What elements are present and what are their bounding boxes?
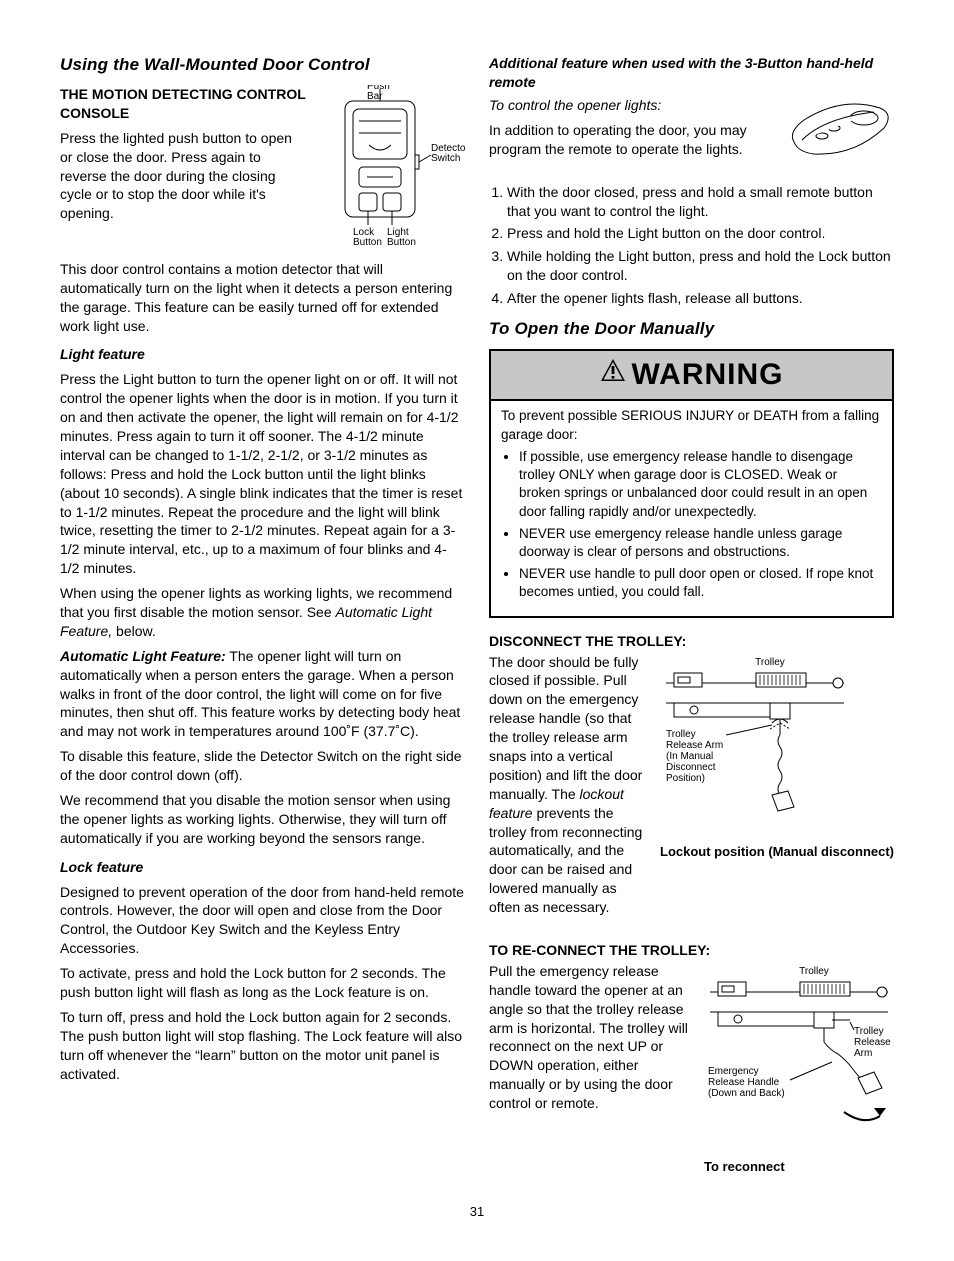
- wall-control-diagram: Push Bar Detector Switch Lock Button Lig…: [315, 85, 465, 250]
- two-column-layout: Using the Wall-Mounted Door Control: [60, 54, 894, 1175]
- disconnect-b: prevents the trolley from reconnecting a…: [489, 805, 642, 915]
- page: Using the Wall-Mounted Door Control: [0, 0, 954, 1261]
- remote-diagram: [784, 98, 894, 173]
- heading-disconnect: DISCONNECT THE TROLLEY:: [489, 632, 894, 651]
- para-lock-1: Designed to prevent operation of the doo…: [60, 883, 465, 959]
- lockout-diagram: Trolley Trolley Release Arm (In Manual D…: [660, 653, 894, 923]
- svg-text:(Down and Back): (Down and Back): [708, 1088, 785, 1099]
- warning-box: WARNING To prevent possible SERIOUS INJU…: [489, 349, 894, 618]
- para-console-2: This door control contains a motion dete…: [60, 260, 465, 336]
- para-light-2b: below.: [112, 623, 156, 639]
- reconnect-text: Pull the emergency release handle toward…: [489, 962, 694, 1175]
- warning-title: WARNING: [632, 358, 784, 391]
- para-reconnect: Pull the emergency release handle toward…: [489, 962, 694, 1113]
- reconnect-diagram: Trolley Trolley Release Arm Emergency Re…: [704, 962, 894, 1175]
- auto-light-label: Automatic Light Feature:: [60, 648, 226, 664]
- svg-text:(In Manual: (In Manual: [666, 751, 713, 762]
- left-column: Using the Wall-Mounted Door Control: [60, 54, 465, 1175]
- para-auto-light: Automatic Light Feature: The opener ligh…: [60, 647, 465, 741]
- para-lock-2: To activate, press and hold the Lock but…: [60, 964, 465, 1002]
- heading-lock-feature: Lock feature: [60, 858, 465, 877]
- warning-bullet-3: NEVER use handle to pull door open or cl…: [519, 565, 882, 601]
- svg-text:Button: Button: [387, 237, 416, 245]
- svg-text:Switch: Switch: [431, 153, 460, 164]
- warning-lead: To prevent possible SERIOUS INJURY or DE…: [501, 407, 882, 443]
- svg-text:Disconnect: Disconnect: [666, 762, 716, 773]
- svg-text:Trolley: Trolley: [666, 729, 696, 740]
- warning-body: To prevent possible SERIOUS INJURY or DE…: [491, 401, 892, 615]
- warning-bullet-2: NEVER use emergency release handle unles…: [519, 525, 882, 561]
- warning-triangle-icon: [600, 353, 626, 394]
- step-3: While holding the Light button, press an…: [507, 247, 894, 285]
- para-disconnect: The door should be fully closed if possi…: [489, 653, 650, 917]
- para-lock-3: To turn off, press and hold the Lock but…: [60, 1008, 465, 1084]
- para-recommend: We recommend that you disable the motion…: [60, 791, 465, 848]
- svg-text:Trolley: Trolley: [854, 1026, 884, 1037]
- heading-light-feature: Light feature: [60, 345, 465, 364]
- lockout-caption: Lockout position (Manual disconnect): [660, 843, 894, 861]
- step-1: With the door closed, press and hold a s…: [507, 183, 894, 221]
- reconnect-caption: To reconnect: [704, 1158, 894, 1176]
- step-4: After the opener lights flash, release a…: [507, 289, 894, 308]
- disconnect-text: The door should be fully closed if possi…: [489, 653, 650, 923]
- disconnect-row: The door should be fully closed if possi…: [489, 653, 894, 923]
- svg-text:Release: Release: [854, 1037, 891, 1048]
- reconnect-row: Pull the emergency release handle toward…: [489, 962, 894, 1175]
- steps-list: With the door closed, press and hold a s…: [489, 183, 894, 308]
- step-2: Press and hold the Light button on the d…: [507, 224, 894, 243]
- svg-text:Arm: Arm: [854, 1048, 872, 1059]
- warning-bullet-1: If possible, use emergency release handl…: [519, 448, 882, 521]
- page-number: 31: [60, 1203, 894, 1221]
- heading-additional-feature: Additional feature when used with the 3-…: [489, 54, 894, 92]
- svg-text:Trolley: Trolley: [755, 657, 785, 668]
- svg-text:Emergency: Emergency: [708, 1066, 759, 1077]
- warning-header: WARNING: [491, 351, 892, 402]
- section-title-manual: To Open the Door Manually: [489, 318, 894, 341]
- para-light-1: Press the Light button to turn the opene…: [60, 370, 465, 578]
- svg-text:Bar: Bar: [367, 91, 383, 102]
- right-column: Additional feature when used with the 3-…: [489, 54, 894, 1175]
- section-title-wall-control: Using the Wall-Mounted Door Control: [60, 54, 465, 77]
- para-disable: To disable this feature, slide the Detec…: [60, 747, 465, 785]
- svg-text:Release Handle: Release Handle: [708, 1077, 780, 1088]
- para-light-2: When using the opener lights as working …: [60, 584, 465, 641]
- svg-text:Trolley: Trolley: [799, 966, 829, 977]
- heading-reconnect: TO RE-CONNECT THE TROLLEY:: [489, 941, 894, 960]
- warning-bullets: If possible, use emergency release handl…: [501, 448, 882, 602]
- disconnect-a: The door should be fully closed if possi…: [489, 654, 642, 802]
- svg-text:Release Arm: Release Arm: [666, 740, 723, 751]
- svg-text:Button: Button: [353, 237, 382, 245]
- svg-text:Position): Position): [666, 773, 705, 784]
